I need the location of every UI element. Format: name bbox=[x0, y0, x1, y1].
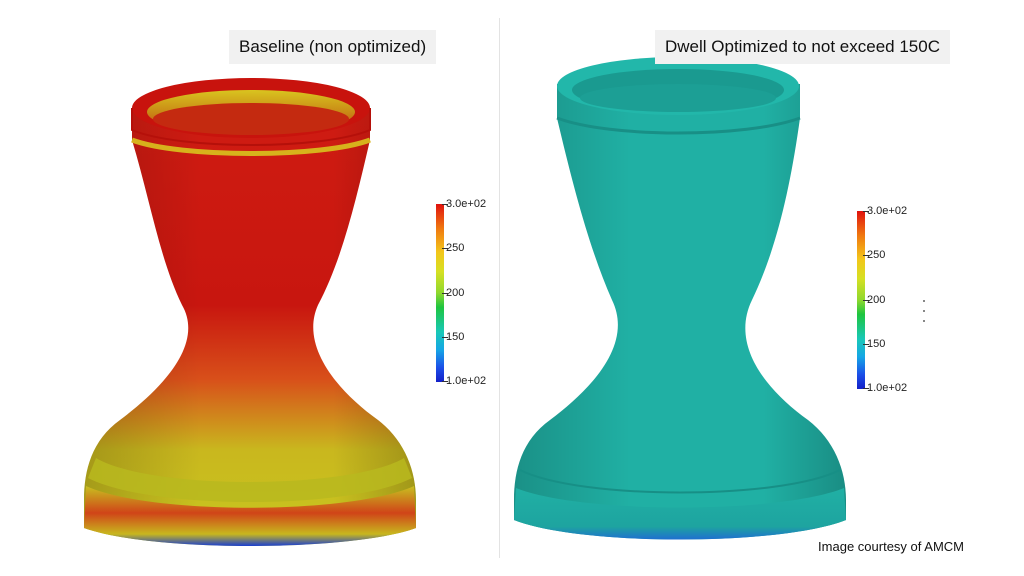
baseline-lower-band bbox=[88, 458, 412, 502]
optimized-nozzle-model bbox=[514, 57, 846, 540]
optimized-tick-150: 150 bbox=[862, 338, 886, 350]
baseline-colorbar: 3.0e+02 250 200 150 1.0e+02 bbox=[436, 198, 486, 387]
baseline-nozzle-model bbox=[84, 78, 416, 546]
optimized-colorbar: 3.0e+02 250 200 150 1.0e+02 bbox=[857, 205, 907, 394]
optimized-panel: Dwell Optimized to not exceed 150C 3.0e+… bbox=[500, 0, 1024, 576]
baseline-caption: Baseline (non optimized) bbox=[229, 30, 437, 64]
baseline-colorbar-strip bbox=[436, 204, 444, 382]
baseline-tick-max: 3.0e+02 bbox=[441, 198, 487, 210]
optimized-tick-250: 250 bbox=[862, 249, 886, 261]
optimized-base-flange bbox=[514, 488, 846, 540]
optimized-tick-max: 3.0e+02 bbox=[862, 205, 908, 217]
optimized-tick-min: 1.0e+02 bbox=[862, 382, 908, 394]
baseline-tick-200: 200 bbox=[441, 287, 465, 299]
baseline-tick-250: 250 bbox=[441, 242, 465, 254]
dotted-marks bbox=[923, 300, 926, 330]
panel-divider bbox=[499, 18, 500, 558]
optimized-caption: Dwell Optimized to not exceed 150C bbox=[655, 30, 950, 64]
image-credit: Image courtesy of AMCM bbox=[818, 539, 964, 554]
baseline-base-flange bbox=[84, 486, 416, 546]
baseline-tick-min: 1.0e+02 bbox=[441, 375, 487, 387]
baseline-tick-150: 150 bbox=[441, 331, 465, 343]
baseline-panel: Baseline (non optimized) 3.0e+02 250 200… bbox=[0, 0, 500, 576]
optimized-colorbar-strip bbox=[857, 211, 865, 389]
optimized-tick-200: 200 bbox=[862, 294, 886, 306]
